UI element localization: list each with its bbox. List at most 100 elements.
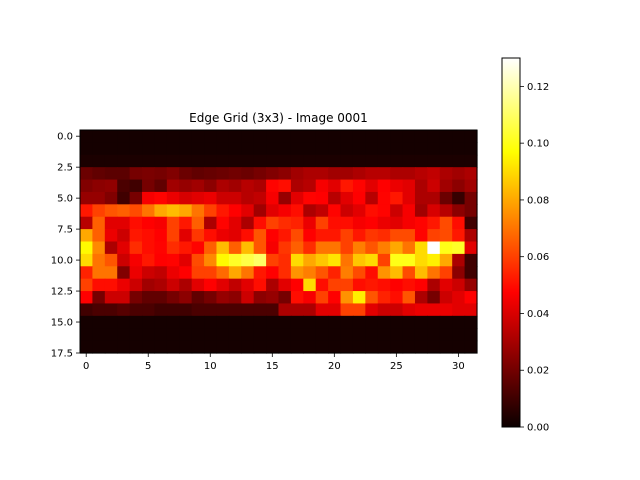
heatmap-cell bbox=[452, 130, 466, 143]
heatmap-cell bbox=[104, 266, 118, 280]
heatmap-cell bbox=[166, 291, 180, 305]
heatmap-cell bbox=[266, 191, 280, 205]
heatmap-cell bbox=[464, 216, 478, 230]
heatmap-cell bbox=[179, 204, 193, 218]
heatmap-cell bbox=[315, 253, 329, 267]
heatmap-cell bbox=[278, 340, 292, 354]
heatmap-cell bbox=[328, 340, 342, 354]
heatmap-cell bbox=[191, 266, 205, 280]
colorbar-tick-label: 0.10 bbox=[527, 139, 549, 150]
heatmap-cell bbox=[402, 216, 416, 230]
heatmap-cell bbox=[228, 291, 242, 305]
heatmap-cell bbox=[179, 179, 193, 193]
heatmap-cell bbox=[402, 154, 416, 168]
heatmap-cell bbox=[142, 229, 156, 243]
heatmap-cell bbox=[92, 303, 106, 317]
heatmap-cell bbox=[253, 130, 267, 143]
heatmap-cell bbox=[191, 216, 205, 230]
heatmap-cell bbox=[179, 229, 193, 243]
heatmap-cell bbox=[439, 204, 453, 218]
heatmap-cell bbox=[253, 303, 267, 317]
heatmap-cell bbox=[390, 253, 404, 267]
heatmap-cell bbox=[241, 303, 255, 317]
heatmap-cell bbox=[427, 179, 441, 193]
heatmap-cell bbox=[390, 204, 404, 218]
heatmap-cell bbox=[92, 130, 106, 143]
heatmap-cell bbox=[241, 291, 255, 305]
heatmap-cell bbox=[142, 142, 156, 156]
heatmap-cell bbox=[352, 142, 366, 156]
heatmap-cell bbox=[452, 216, 466, 230]
heatmap-cell bbox=[104, 278, 118, 292]
heatmap-cell bbox=[129, 328, 143, 342]
heatmap-cell bbox=[315, 328, 329, 342]
heatmap-cell bbox=[290, 142, 304, 156]
y-tick-label: 0.0 bbox=[57, 132, 73, 143]
heatmap-cell bbox=[439, 167, 453, 181]
heatmap-cell bbox=[129, 241, 143, 255]
heatmap-cell bbox=[315, 191, 329, 205]
heatmap-cell bbox=[241, 253, 255, 267]
heatmap-cell bbox=[278, 216, 292, 230]
heatmap-cell bbox=[154, 142, 168, 156]
heatmap-cell bbox=[204, 291, 218, 305]
y-tick-label: 5.0 bbox=[57, 194, 73, 205]
heatmap-cell bbox=[253, 241, 267, 255]
heatmap-cell bbox=[154, 253, 168, 267]
heatmap-cell bbox=[92, 278, 106, 292]
heatmap-cell bbox=[352, 340, 366, 354]
heatmap-cell bbox=[104, 167, 118, 181]
heatmap-cell bbox=[390, 266, 404, 280]
heatmap-cell bbox=[191, 229, 205, 243]
heatmap-cell bbox=[365, 179, 379, 193]
heatmap-cell bbox=[290, 179, 304, 193]
heatmap-cell bbox=[278, 229, 292, 243]
heatmap-cell bbox=[154, 266, 168, 280]
heatmap-cell bbox=[278, 142, 292, 156]
heatmap-cell bbox=[278, 204, 292, 218]
heatmap-cell bbox=[427, 253, 441, 267]
heatmap-cell bbox=[439, 142, 453, 156]
heatmap-cell bbox=[80, 191, 94, 205]
heatmap-cell bbox=[179, 278, 193, 292]
heatmap-cell bbox=[204, 167, 218, 181]
heatmap-cell bbox=[427, 278, 441, 292]
heatmap-cell bbox=[104, 315, 118, 329]
heatmap-cell bbox=[228, 328, 242, 342]
heatmap-cell bbox=[216, 167, 230, 181]
heatmap-cell bbox=[439, 229, 453, 243]
heatmap-cell bbox=[377, 340, 391, 354]
heatmap-cell bbox=[278, 266, 292, 280]
heatmap-cell bbox=[377, 241, 391, 255]
heatmap-cell bbox=[290, 340, 304, 354]
heatmap-cell bbox=[452, 328, 466, 342]
heatmap-cell bbox=[452, 179, 466, 193]
heatmap-cell bbox=[228, 216, 242, 230]
heatmap-cell bbox=[290, 167, 304, 181]
heatmap-cell bbox=[365, 241, 379, 255]
heatmap-cell bbox=[427, 204, 441, 218]
heatmap-cell bbox=[340, 253, 354, 267]
heatmap-cell bbox=[402, 167, 416, 181]
heatmap-cell bbox=[154, 340, 168, 354]
heatmap-cell bbox=[452, 253, 466, 267]
heatmap-cell bbox=[414, 303, 428, 317]
heatmap-cell bbox=[303, 328, 317, 342]
heatmap-cell bbox=[104, 328, 118, 342]
heatmap-cell bbox=[266, 241, 280, 255]
heatmap-cell bbox=[154, 130, 168, 143]
heatmap-cell bbox=[340, 204, 354, 218]
heatmap-cell bbox=[154, 303, 168, 317]
heatmap-cell bbox=[439, 130, 453, 143]
heatmap-cell bbox=[204, 142, 218, 156]
heatmap-cell bbox=[80, 204, 94, 218]
colorbar-tick-label: 0.12 bbox=[527, 82, 549, 93]
y-tick-label: 12.5 bbox=[51, 287, 73, 298]
heatmap-cell bbox=[328, 278, 342, 292]
heatmap-cell bbox=[216, 303, 230, 317]
heatmap-cell bbox=[352, 167, 366, 181]
heatmap-cell bbox=[191, 154, 205, 168]
heatmap-cell bbox=[340, 142, 354, 156]
heatmap-cell bbox=[204, 154, 218, 168]
